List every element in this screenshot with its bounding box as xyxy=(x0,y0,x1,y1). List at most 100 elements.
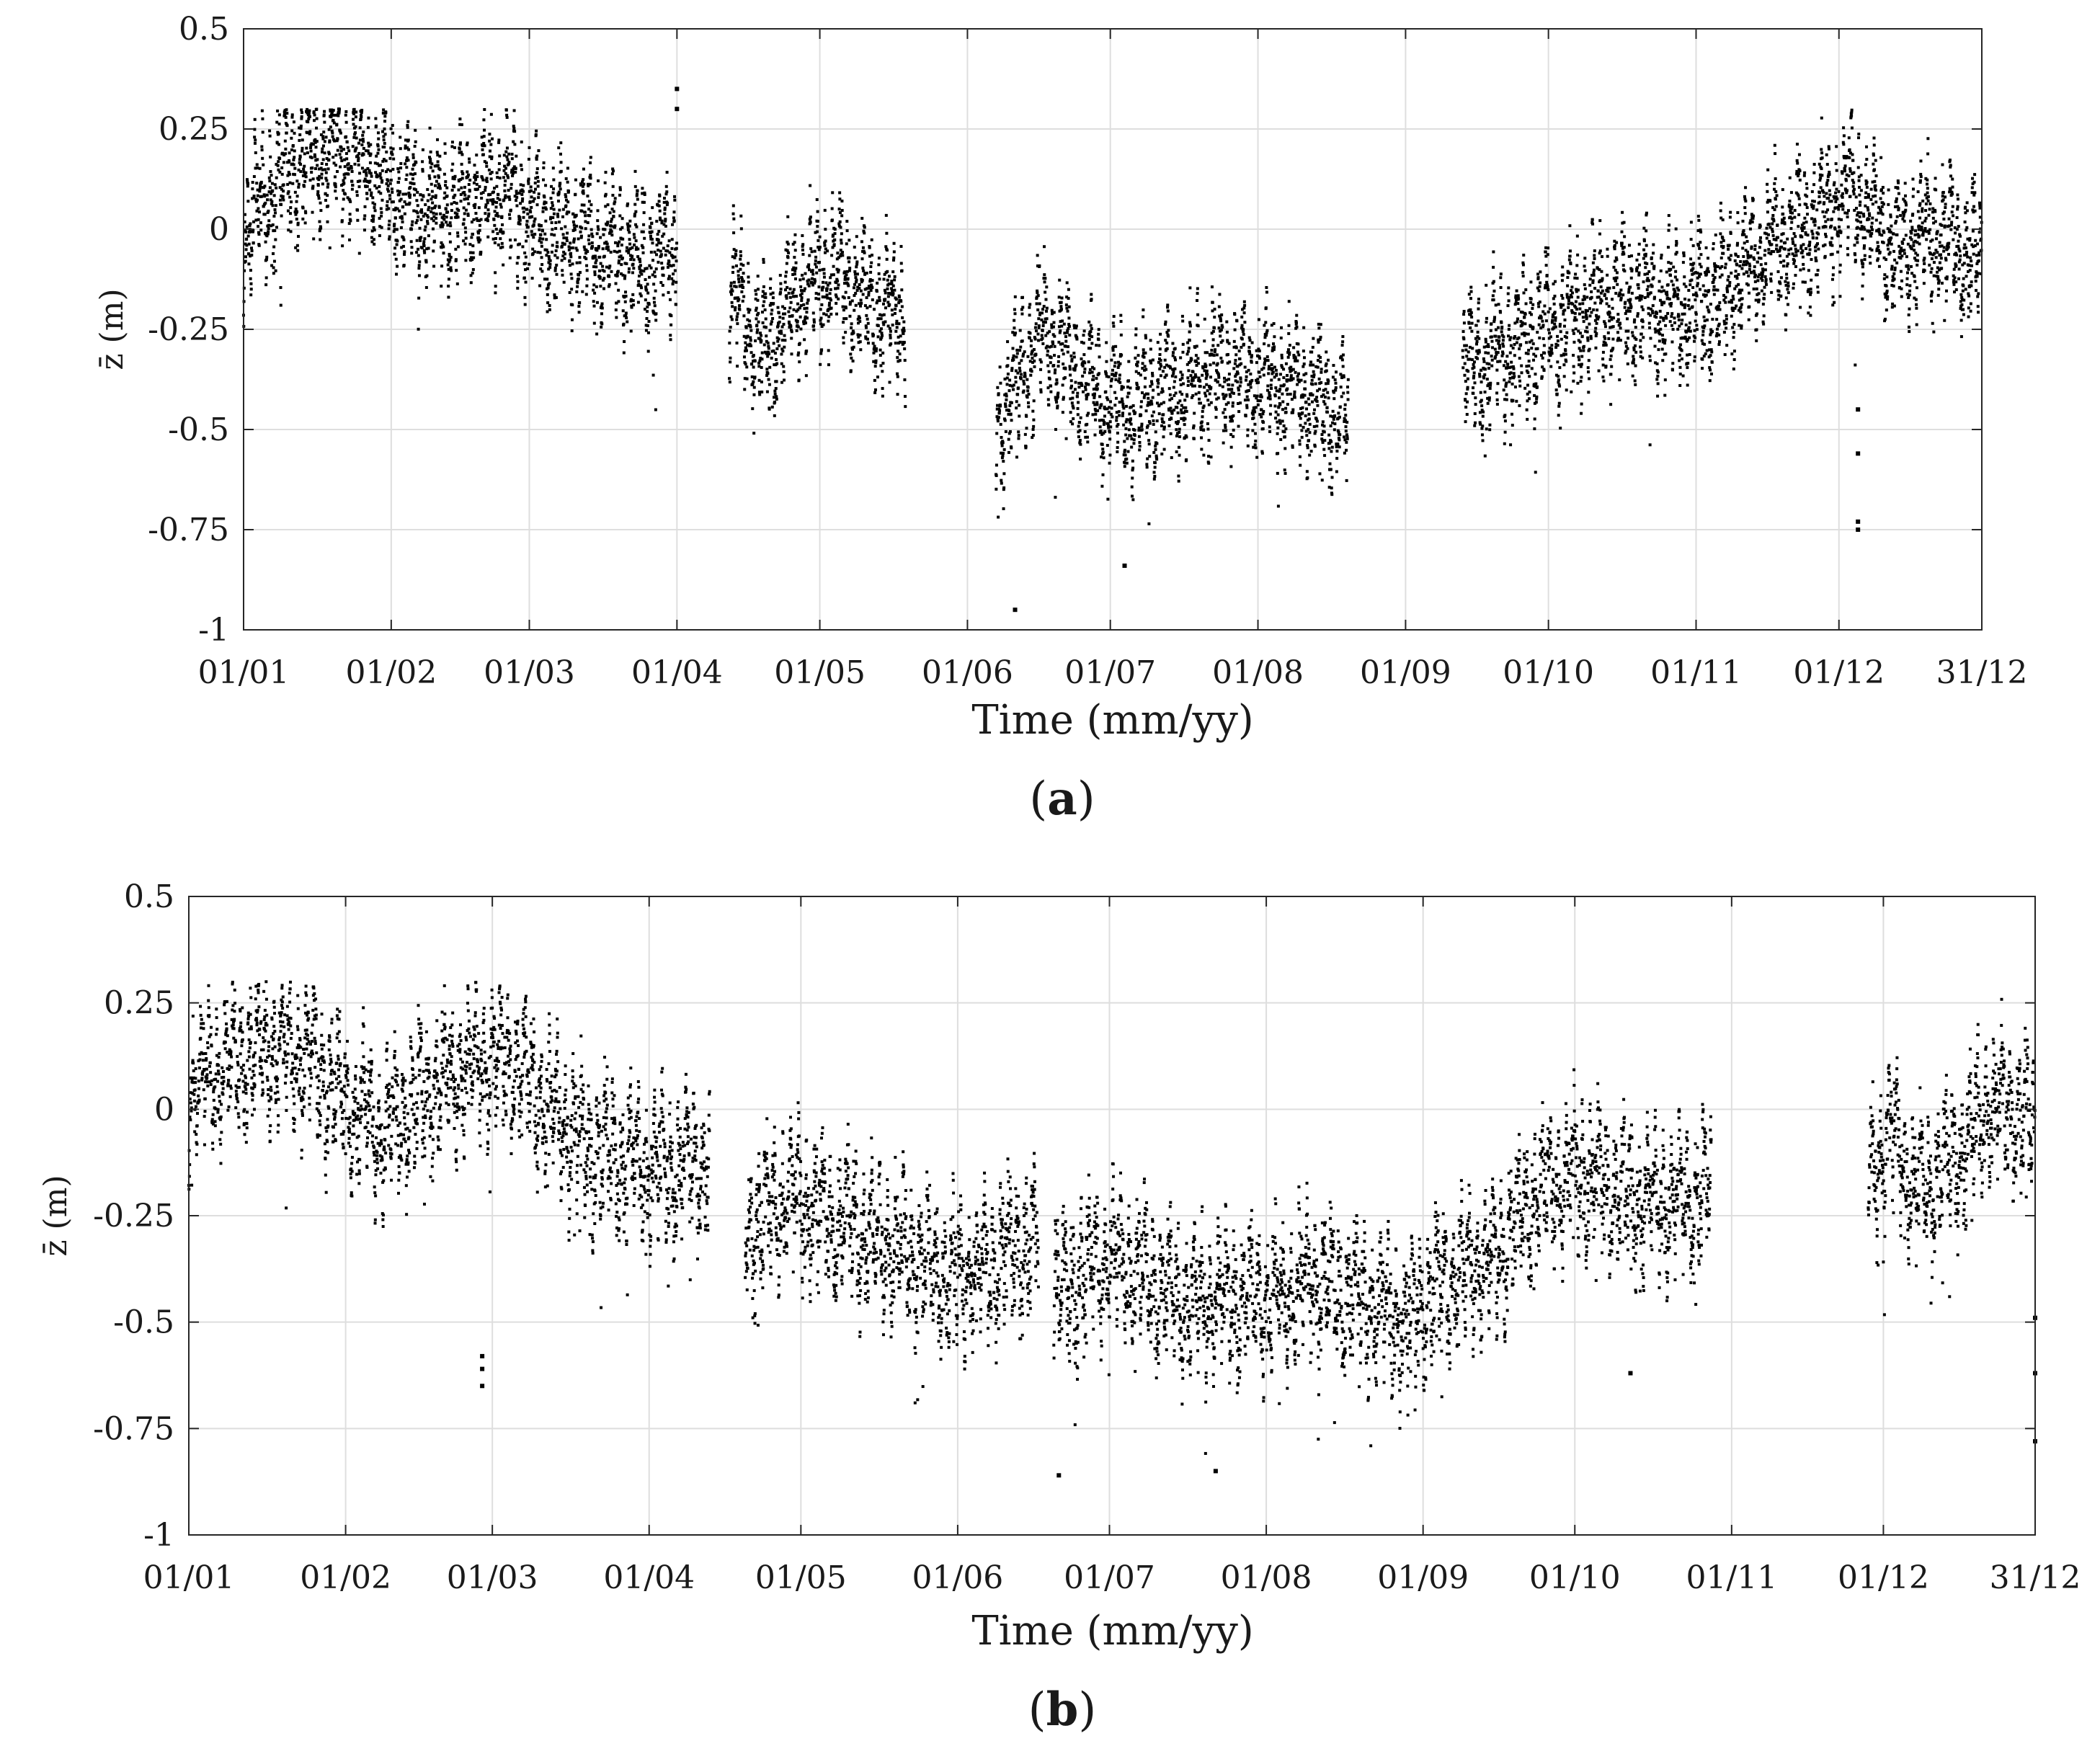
panel-a-data-point xyxy=(362,217,366,221)
panel-a-data-point xyxy=(895,326,899,329)
panel-a-data-point xyxy=(364,185,368,189)
panel-a-data-point xyxy=(616,244,620,248)
panel-a-data-point xyxy=(666,201,669,205)
panel-a-data-point xyxy=(1250,360,1253,364)
panel-a-data-point xyxy=(334,197,338,200)
panel-a-data-point xyxy=(866,306,869,310)
panel-a-data-point xyxy=(1264,359,1268,362)
panel-a-data-point xyxy=(425,274,429,277)
panel-a-data-point xyxy=(744,341,747,344)
panel-a-data-point xyxy=(1033,326,1037,329)
panel-a-data-point xyxy=(1121,414,1124,417)
panel-a-data-point xyxy=(1331,375,1335,379)
panel-a-data-point xyxy=(389,169,393,173)
panel-a-data-point xyxy=(1272,322,1276,326)
panel-a-data-point xyxy=(750,375,754,378)
panel-a-data-point xyxy=(865,272,868,275)
panel-a-data-point xyxy=(1163,365,1167,369)
panel-a-data-point xyxy=(427,156,431,159)
panel-a-data-point xyxy=(268,179,272,183)
panel-a-data-point xyxy=(1183,417,1187,421)
panel-a-data-point xyxy=(601,278,605,282)
panel-a-data-point xyxy=(473,205,476,209)
panel-a-data-point xyxy=(785,270,788,274)
panel-a-data-point xyxy=(260,145,264,148)
panel-a-data-point xyxy=(1114,396,1118,400)
panel-a-data-point xyxy=(878,299,881,303)
panel-a-data-point xyxy=(365,174,368,177)
panel-a-data-point xyxy=(1467,321,1471,325)
panel-a-data-point xyxy=(1029,344,1033,348)
panel-a-data-point xyxy=(631,262,635,266)
panel-a-data-point xyxy=(1015,352,1019,355)
panel-a-data-point xyxy=(608,283,611,287)
panel-a-data-point xyxy=(315,107,319,111)
panel-a-data-point xyxy=(1477,349,1481,352)
panel-a-data-point xyxy=(735,318,739,321)
panel-a-data-point xyxy=(271,204,275,208)
panel-a-data-point xyxy=(1178,435,1182,439)
panel-a-data-point xyxy=(1211,329,1215,333)
panel-a-data-point xyxy=(885,257,889,261)
panel-a-data-point xyxy=(794,277,798,280)
panel-a-data-point xyxy=(902,329,906,333)
panel-a-data-point xyxy=(494,236,497,240)
panel-a-data-point xyxy=(602,228,605,231)
panel-a-data-point xyxy=(808,217,811,221)
panel-a-data-point xyxy=(1037,317,1041,321)
panel-a-data-point xyxy=(1124,448,1127,452)
panel-a-data-point xyxy=(731,255,734,259)
panel-a-data-point xyxy=(304,175,308,179)
panel-a-data-point xyxy=(1302,395,1305,399)
panel-a-data-point xyxy=(1061,342,1064,346)
panel-a-data-point xyxy=(398,190,401,193)
panel-a-data-point xyxy=(790,330,793,334)
panel-a-data-point xyxy=(1109,412,1113,416)
panel-a-data-point xyxy=(1242,311,1246,315)
panel-a-data-point xyxy=(639,264,642,267)
panel-a-data-point xyxy=(352,123,355,126)
panel-a-data-point xyxy=(269,192,272,195)
panel-a-data-point xyxy=(1256,354,1259,357)
panel-a-data-point xyxy=(628,219,632,223)
panel-a-data-point xyxy=(769,277,773,281)
panel-a-data-point xyxy=(866,330,870,334)
panel-a-data-point xyxy=(584,257,588,261)
panel-a-data-point xyxy=(624,311,628,315)
panel-a-data-point xyxy=(874,349,878,352)
panel-a-data-point xyxy=(1302,373,1306,377)
panel-a-data-point xyxy=(494,271,497,275)
panel-a-data-point xyxy=(1028,313,1031,317)
panel-a-data-point xyxy=(1247,346,1251,350)
panel-a-data-point xyxy=(347,222,351,226)
panel-a-data-point xyxy=(588,214,592,218)
panel-a-data-point xyxy=(583,210,587,214)
panel-a-data-point xyxy=(901,316,904,319)
panel-a-data-point xyxy=(278,186,282,190)
panel-a-data-point xyxy=(288,181,292,184)
panel-a-data-point xyxy=(357,163,360,166)
panel-a-data-point xyxy=(876,335,880,339)
panel-a-data-point xyxy=(1219,356,1223,360)
panel-a-data-point xyxy=(411,177,414,181)
panel-a-data-point xyxy=(839,226,842,229)
panel-a-data-point xyxy=(450,269,453,272)
panel-a-data-point xyxy=(401,192,405,196)
panel-a-data-point xyxy=(299,163,303,166)
panel-a-data-point xyxy=(1228,360,1232,364)
panel-a-data-point xyxy=(822,272,826,275)
panel-a-data-point xyxy=(1255,349,1258,352)
panel-a-data-point xyxy=(755,293,758,296)
panel-a-data-point xyxy=(419,236,423,239)
panel-a-data-point xyxy=(662,223,666,226)
panel-a-data-point xyxy=(764,317,768,321)
panel-a-data-point xyxy=(526,267,530,270)
panel-a-data-point xyxy=(393,216,397,220)
panel-a-data-point xyxy=(493,223,497,227)
panel-a-data-point xyxy=(1028,303,1032,306)
panel-a-data-point xyxy=(1174,375,1178,378)
panel-a-data-point xyxy=(1087,347,1090,350)
panel-a-data-point xyxy=(520,168,524,172)
panel-a-data-point xyxy=(1074,380,1077,384)
panel-a-data-point xyxy=(602,233,605,236)
